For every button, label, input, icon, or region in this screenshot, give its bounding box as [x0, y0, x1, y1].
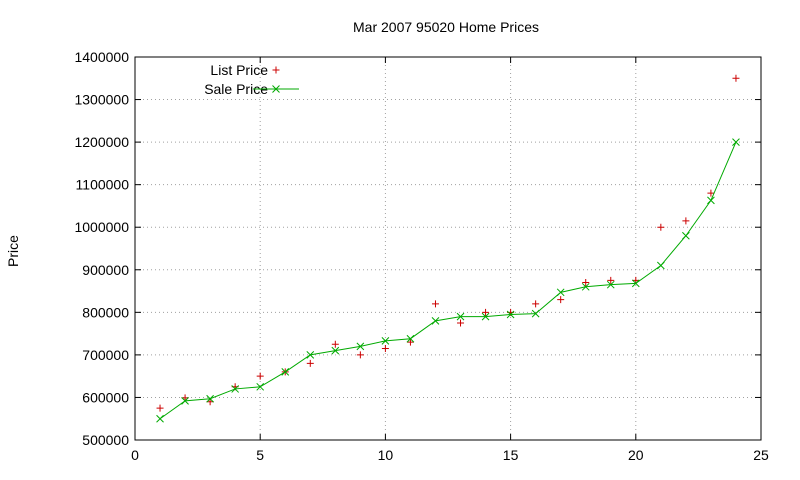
sale-price-point	[581, 282, 590, 291]
legend-marker-sample	[272, 85, 280, 93]
list-price-point	[306, 359, 314, 367]
sale-price-point	[331, 346, 340, 355]
sale-price-point	[256, 382, 265, 391]
list-price-point	[482, 308, 490, 316]
list-price-point	[707, 189, 715, 197]
list-price-point	[532, 300, 540, 308]
series-layer	[156, 74, 740, 423]
sale-price-point	[181, 396, 189, 405]
sale-price-point	[431, 316, 440, 325]
sale-price-line	[159, 141, 737, 420]
sale-price-point	[556, 288, 565, 297]
y-axis-label: Price	[5, 235, 21, 267]
list-price-point	[557, 296, 565, 304]
list-price-point	[732, 74, 740, 82]
y-tick-label: 700000	[82, 347, 129, 363]
list-price-point	[582, 279, 590, 287]
sale-price-point	[481, 312, 490, 321]
sale-price-point	[156, 414, 164, 423]
list-price-point	[431, 300, 439, 308]
y-tick-label: 1100000	[76, 177, 130, 193]
y-tick-label: 1300000	[74, 92, 129, 108]
sale-price-point	[656, 261, 665, 270]
y-tick-label: 500000	[82, 432, 129, 448]
sale-price-point	[281, 368, 290, 376]
x-tick-label: 10	[378, 447, 394, 463]
x-tick-label: 5	[256, 447, 264, 463]
y-tick-label: 1400000	[74, 49, 129, 65]
chart-title: Mar 2007 95020 Home Prices	[353, 19, 539, 35]
sale-price-point	[231, 385, 240, 393]
sale-price-point	[456, 312, 465, 321]
list-price-point	[406, 338, 414, 346]
legend-label: List Price	[210, 62, 268, 78]
sale-price-point	[306, 351, 315, 359]
sale-price-point	[406, 334, 415, 343]
list-price-point	[457, 319, 465, 327]
y-tick-label: 900000	[82, 262, 129, 278]
ticks-layer: 0 5 10 15 20 25 500000 600000 700000 800000 900000…	[74, 49, 769, 463]
sale-price-point	[682, 231, 690, 240]
sale-price-point	[631, 279, 640, 288]
y-tick-label: 800000	[82, 304, 129, 320]
x-tick-label: 0	[131, 447, 139, 463]
list-price-point	[256, 372, 264, 380]
x-tick-label: 15	[503, 447, 519, 463]
list-price-point	[356, 351, 364, 359]
sale-price-point	[206, 394, 214, 403]
sale-price-point	[531, 309, 540, 318]
list-price-point	[331, 340, 339, 348]
sale-price-point	[606, 280, 615, 289]
y-tick-label: 1200000	[74, 134, 129, 150]
list-price-point	[156, 404, 164, 412]
legend-label: Sale Price	[204, 81, 268, 97]
legend-marker-sample	[272, 66, 280, 74]
list-price-point	[607, 276, 615, 284]
sale-price-point	[707, 196, 715, 205]
x-tick-label: 20	[628, 447, 644, 463]
list-price-point	[657, 223, 665, 231]
sale-price-point	[356, 342, 365, 351]
list-price-point	[381, 345, 389, 353]
legend: List Price Sale Price	[204, 62, 299, 97]
sale-price-point	[381, 336, 390, 345]
y-tick-label: 1000000	[74, 219, 129, 235]
series-list-price	[156, 74, 740, 412]
plot-border	[134, 56, 762, 441]
list-price-point	[682, 217, 690, 225]
y-tick-label: 600000	[82, 389, 129, 405]
x-tick-label: 25	[753, 447, 769, 463]
series-sale-price	[156, 138, 740, 423]
sale-price-point	[732, 138, 740, 146]
grid-layer	[135, 57, 761, 440]
sale-price-point	[506, 310, 515, 319]
